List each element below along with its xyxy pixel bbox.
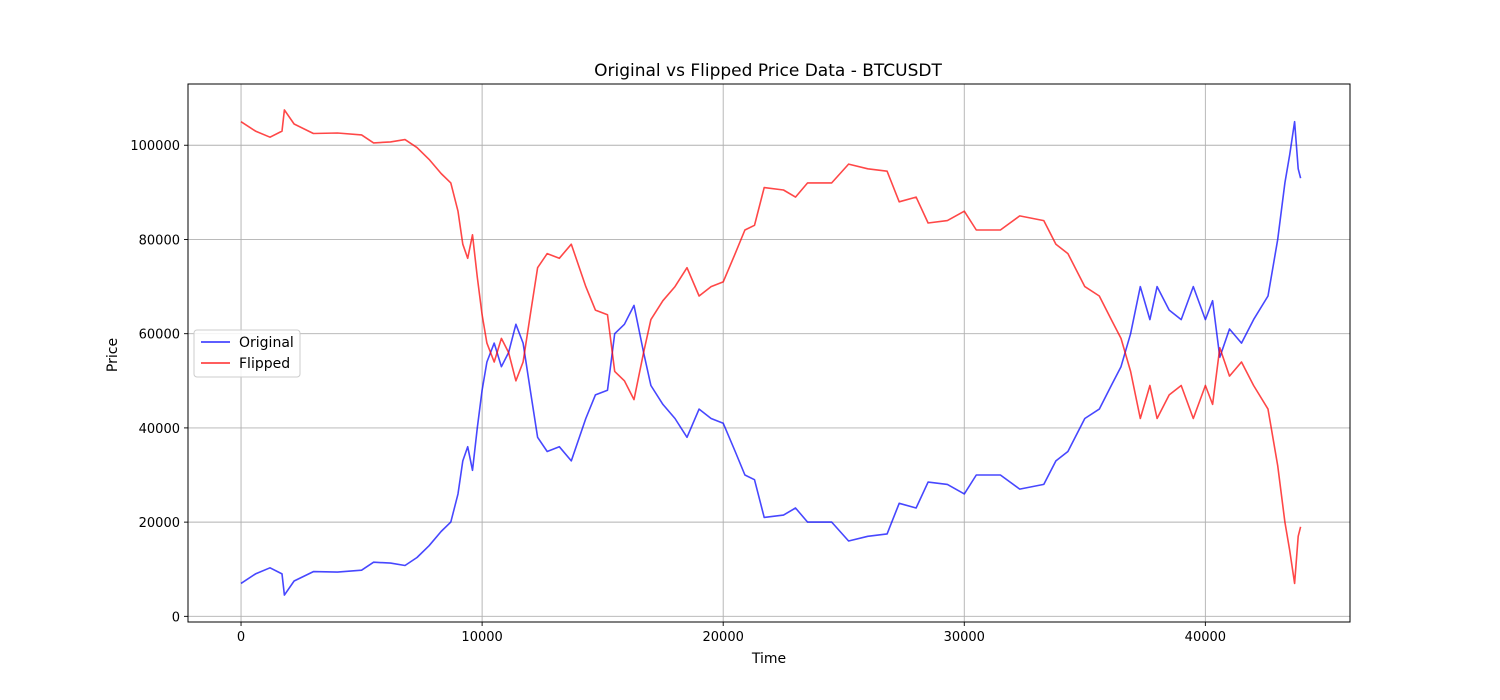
y-tick-label: 80000 xyxy=(139,233,180,248)
y-tick-label: 60000 xyxy=(139,328,180,343)
series-lines xyxy=(240,109,1302,596)
chart-title: Original vs Flipped Price Data - BTCUSDT xyxy=(594,61,942,81)
legend-label-flipped: Flipped xyxy=(239,356,290,372)
y-tick-label: 20000 xyxy=(139,516,180,531)
axis-ticks: 0 10000 20000 30000 40000 0 20000 40000 60000 800… xyxy=(130,139,1226,645)
plot-frame xyxy=(187,83,1351,623)
y-tick-label: 100000 xyxy=(130,139,180,154)
y-tick-label: 40000 xyxy=(139,422,180,437)
x-tick-label: 10000 xyxy=(461,630,502,645)
legend: Original Flipped xyxy=(193,329,301,378)
legend-label-original: Original xyxy=(239,335,294,351)
series-line-flipped xyxy=(240,109,1302,585)
y-axis-label: Price xyxy=(105,338,121,372)
x-tick-label: 0 xyxy=(237,630,245,645)
x-tick-label: 20000 xyxy=(703,630,744,645)
x-tick-label: 30000 xyxy=(944,630,985,645)
x-axis-label: Time xyxy=(751,651,786,667)
series-line-original xyxy=(240,120,1302,596)
y-tick-label: 0 xyxy=(172,610,180,625)
grid-lines xyxy=(188,84,1350,622)
x-tick-label: 40000 xyxy=(1185,630,1226,645)
